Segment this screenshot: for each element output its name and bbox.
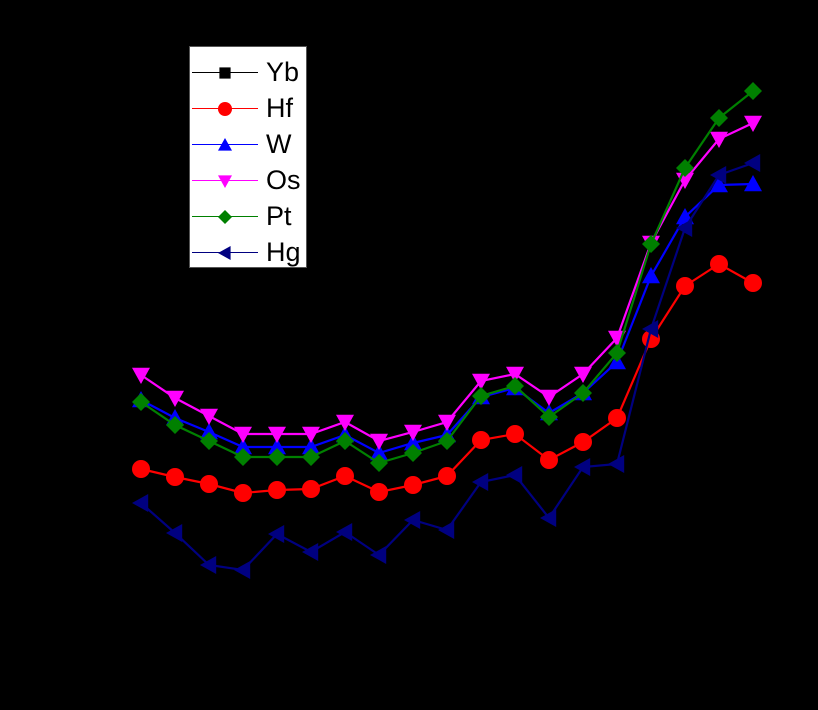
legend-label: Yb: [266, 57, 300, 87]
diamond-marker-icon: [218, 210, 232, 224]
circle-marker-icon: [218, 102, 232, 116]
legend: Yb Hf W Os Pt Hg: [189, 46, 307, 268]
triangle-left-marker-icon: [218, 246, 231, 260]
series-markers-hf: [132, 255, 762, 502]
series-markers-pt: [132, 82, 762, 472]
legend-item-os: Os: [190, 159, 306, 195]
legend-item-hf: Hf: [190, 87, 306, 123]
legend-label: Hf: [266, 93, 293, 123]
legend-item-w: W: [190, 123, 306, 159]
legend-item-yb: Yb: [190, 51, 306, 87]
legend-item-hg: Hg: [190, 231, 306, 267]
square-marker-icon: [219, 67, 231, 79]
series-markers-hg: [132, 154, 761, 579]
legend-item-pt: Pt: [190, 195, 306, 231]
triangle-down-marker-icon: [218, 175, 232, 188]
legend-label: Hg: [266, 237, 301, 267]
legend-label: Os: [266, 165, 301, 195]
triangle-up-marker-icon: [218, 138, 232, 151]
legend-label: Pt: [266, 201, 292, 231]
legend-label: W: [266, 129, 292, 159]
